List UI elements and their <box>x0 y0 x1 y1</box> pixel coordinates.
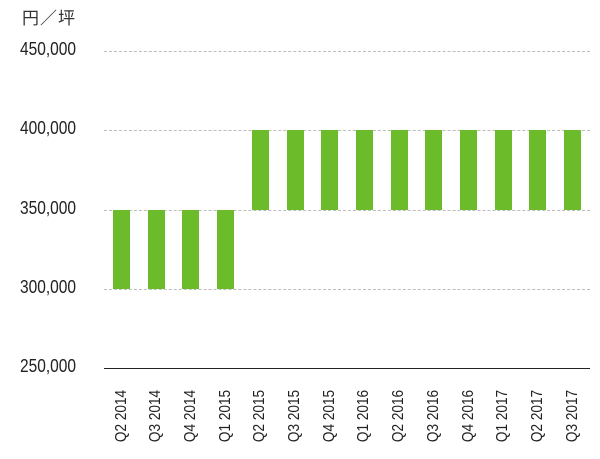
y-tick-label: 350,000 <box>20 197 76 218</box>
range-bar <box>425 130 443 210</box>
x-tick-label: Q3 2017 <box>563 389 581 443</box>
range-bar <box>113 209 130 289</box>
gridline <box>104 288 590 290</box>
x-tick-label: Q3 2015 <box>286 389 303 443</box>
gridline <box>104 209 590 211</box>
y-tick-label: 250,000 <box>20 356 76 376</box>
range-bar <box>147 209 165 289</box>
x-axis-line <box>104 368 590 369</box>
gridline <box>104 130 590 132</box>
range-bar <box>355 130 373 210</box>
y-tick-label: 300,000 <box>20 276 76 297</box>
y-axis-unit-label: 円／坪 <box>22 9 76 29</box>
range-bar <box>251 130 269 210</box>
range-bar <box>529 130 547 210</box>
range-bar <box>390 130 408 210</box>
range-bar <box>564 130 582 210</box>
x-tick-label: Q4 2016 <box>459 389 477 443</box>
range-bar <box>286 130 304 210</box>
x-tick-label: Q1 2016 <box>355 389 373 443</box>
range-bar <box>182 209 200 289</box>
y-tick-label: 400,000 <box>20 118 76 139</box>
x-tick-label: Q3 2014 <box>147 389 165 443</box>
y-tick-label: 450,000 <box>20 39 76 59</box>
x-tick-label: Q2 2015 <box>251 389 269 443</box>
x-tick-label: Q4 2015 <box>320 389 338 443</box>
x-tick-label: Q1 2015 <box>216 389 234 443</box>
x-tick-label: Q1 2017 <box>494 389 512 443</box>
x-tick-label: Q2 2016 <box>390 389 408 443</box>
range-bar <box>494 130 512 210</box>
gridline <box>104 51 590 52</box>
x-tick-label: Q2 2014 <box>112 389 130 443</box>
range-bar <box>217 209 235 289</box>
x-tick-label: Q4 2014 <box>181 389 199 443</box>
x-tick-label: Q3 2016 <box>424 389 442 443</box>
range-bar <box>321 130 339 210</box>
x-tick-label: Q2 2017 <box>528 389 546 443</box>
range-bar <box>460 130 477 210</box>
